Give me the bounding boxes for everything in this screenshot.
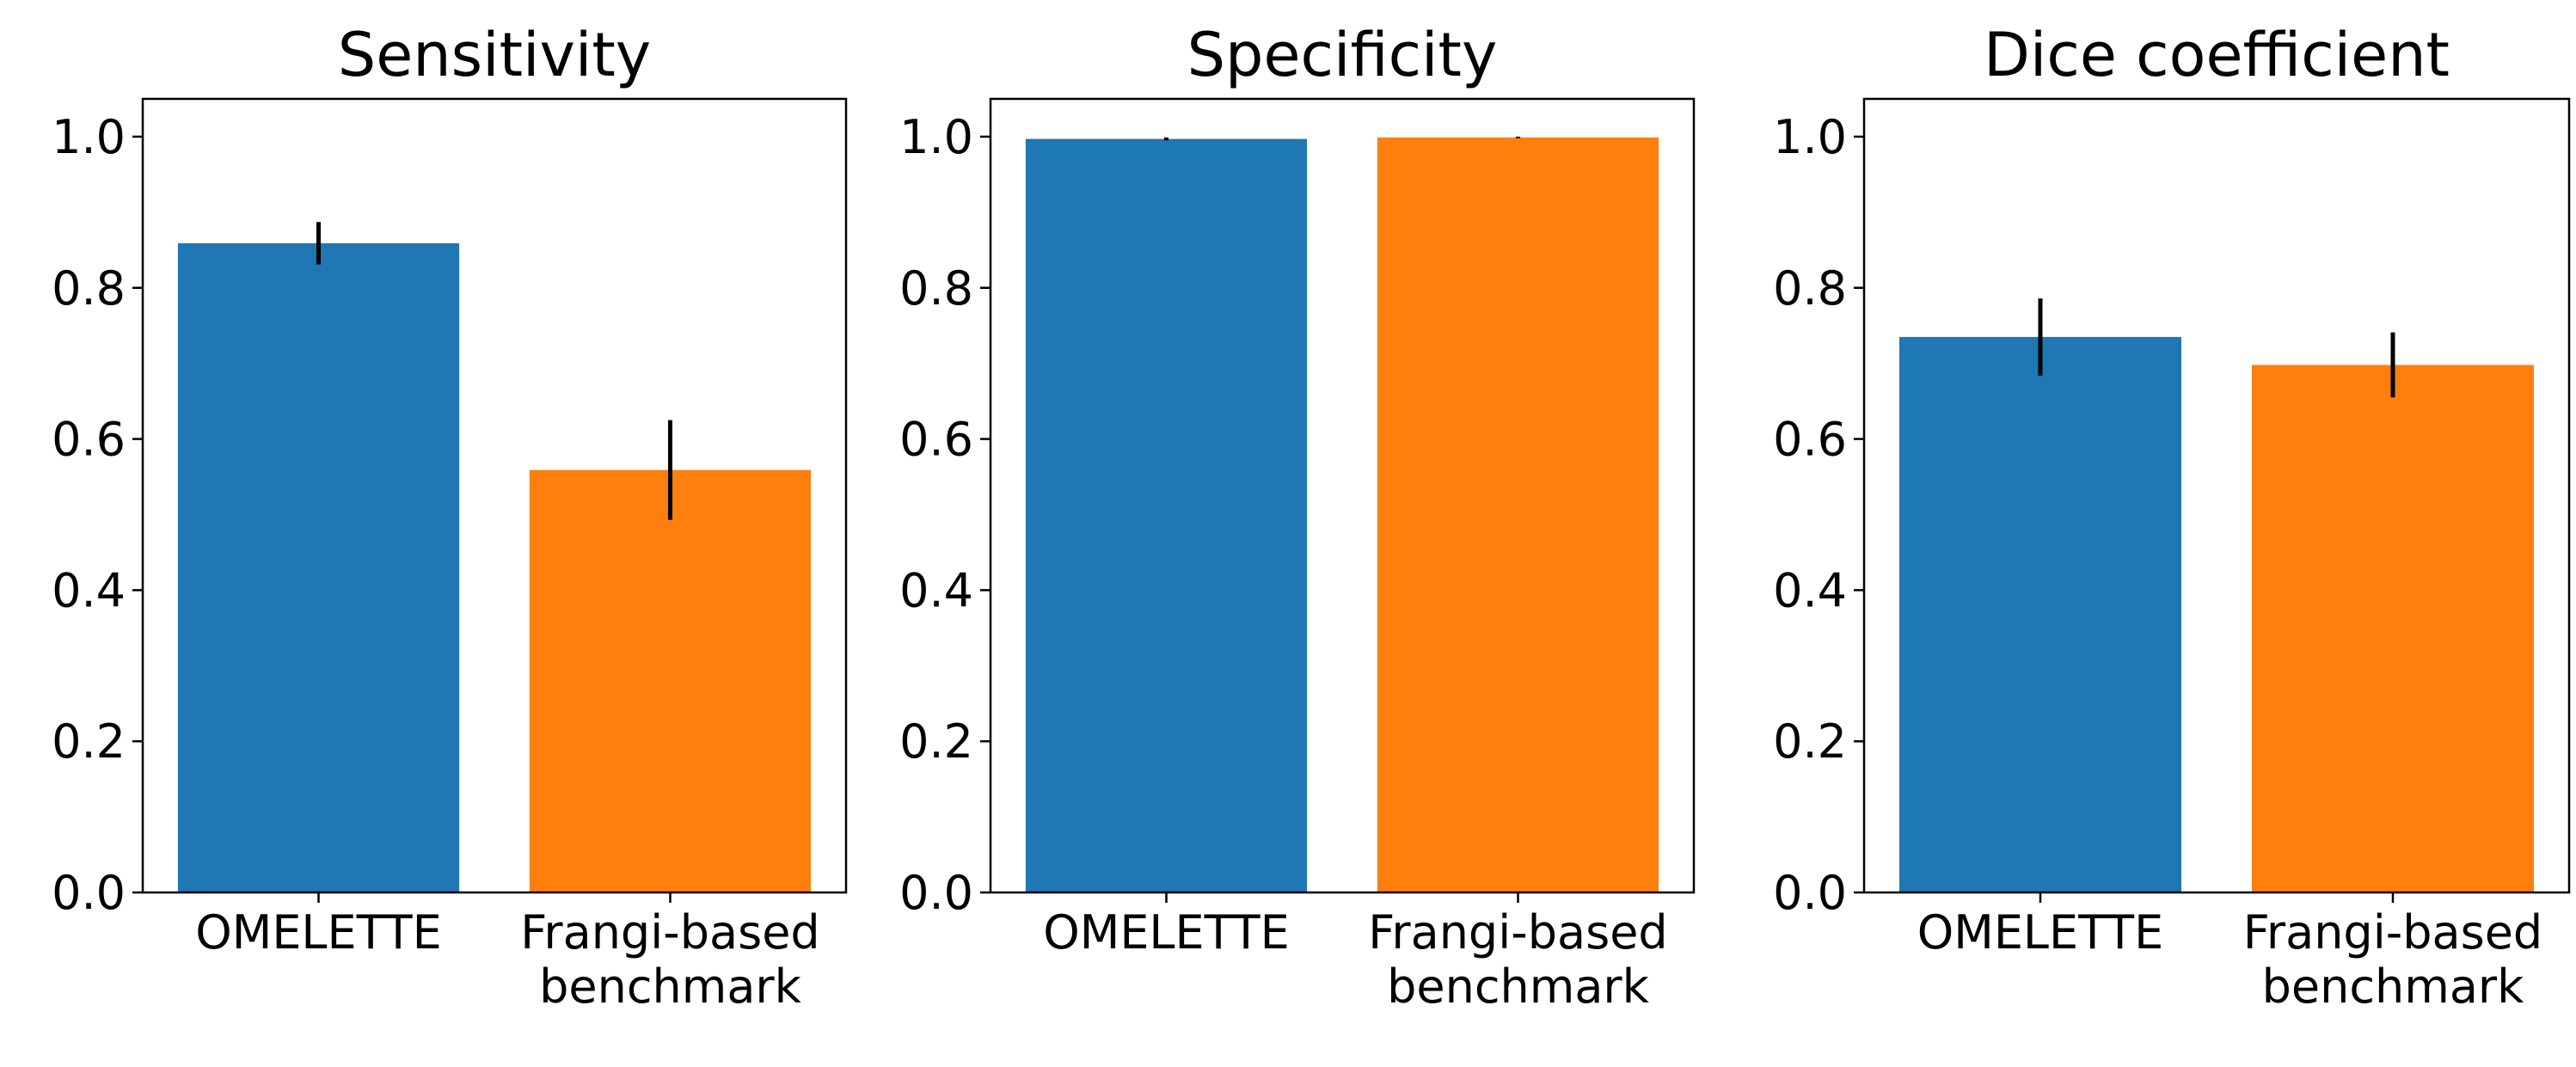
y-tick-label: 1.0 <box>52 110 126 164</box>
x-tick-label: Frangi-based <box>520 905 819 960</box>
y-tick-label: 0.2 <box>899 714 973 769</box>
x-tick-label: Frangi-based <box>1368 905 1667 960</box>
panel-title: Specificity <box>1187 20 1498 90</box>
y-tick-label: 0.2 <box>52 714 126 769</box>
y-tick-label: 0.4 <box>1773 563 1847 617</box>
y-tick-label: 0.0 <box>52 866 126 920</box>
y-tick-label: 1.0 <box>1773 110 1847 164</box>
axes-frame <box>141 97 848 894</box>
y-tick-label: 0.8 <box>1773 261 1847 316</box>
bar <box>2252 365 2534 892</box>
x-tick-label: OMELETTE <box>1043 905 1290 960</box>
panel-2: Specificity OMELETTE Frangi-basedbenchmark… <box>899 20 1696 1014</box>
axes-frame <box>1862 97 2571 894</box>
x-tick-label: benchmark <box>539 960 802 1014</box>
y-tick-label: 1.0 <box>899 110 973 164</box>
y-tick-label: 0.0 <box>899 866 973 920</box>
x-tick-label: OMELETTE <box>1917 905 2164 960</box>
y-tick-label: 0.4 <box>899 563 973 617</box>
y-tick-label: 0.2 <box>1773 714 1847 769</box>
panel-3: Dice coefficient OMELETTE Frangi-basedbenc… <box>1773 20 2571 1014</box>
axes-frame <box>989 97 1696 894</box>
panel-title: Sensitivity <box>338 20 651 90</box>
x-tick-label: benchmark <box>1387 960 1650 1014</box>
y-tick-label: 0.6 <box>899 413 973 467</box>
bar <box>177 242 460 893</box>
y-tick-label: 0.8 <box>52 261 126 316</box>
y-tick-label: 0.6 <box>1773 413 1847 467</box>
bar <box>529 469 812 892</box>
panel-1: Sensitivity OMELETTE Frangi-basedbenchmark… <box>52 20 848 1014</box>
x-tick-label: benchmark <box>2262 960 2525 1014</box>
x-tick-label: Frangi-based <box>2243 905 2542 960</box>
panel-title: Dice coefficient <box>1984 20 2450 90</box>
x-tick-label: OMELETTE <box>195 905 442 960</box>
y-tick-label: 0.8 <box>899 261 973 316</box>
bar <box>1377 137 1659 892</box>
bar <box>1025 138 1308 892</box>
y-tick-label: 0.6 <box>52 413 126 467</box>
y-tick-label: 0.0 <box>1773 866 1847 920</box>
bar <box>1899 336 2181 892</box>
y-tick-label: 0.4 <box>52 563 126 617</box>
